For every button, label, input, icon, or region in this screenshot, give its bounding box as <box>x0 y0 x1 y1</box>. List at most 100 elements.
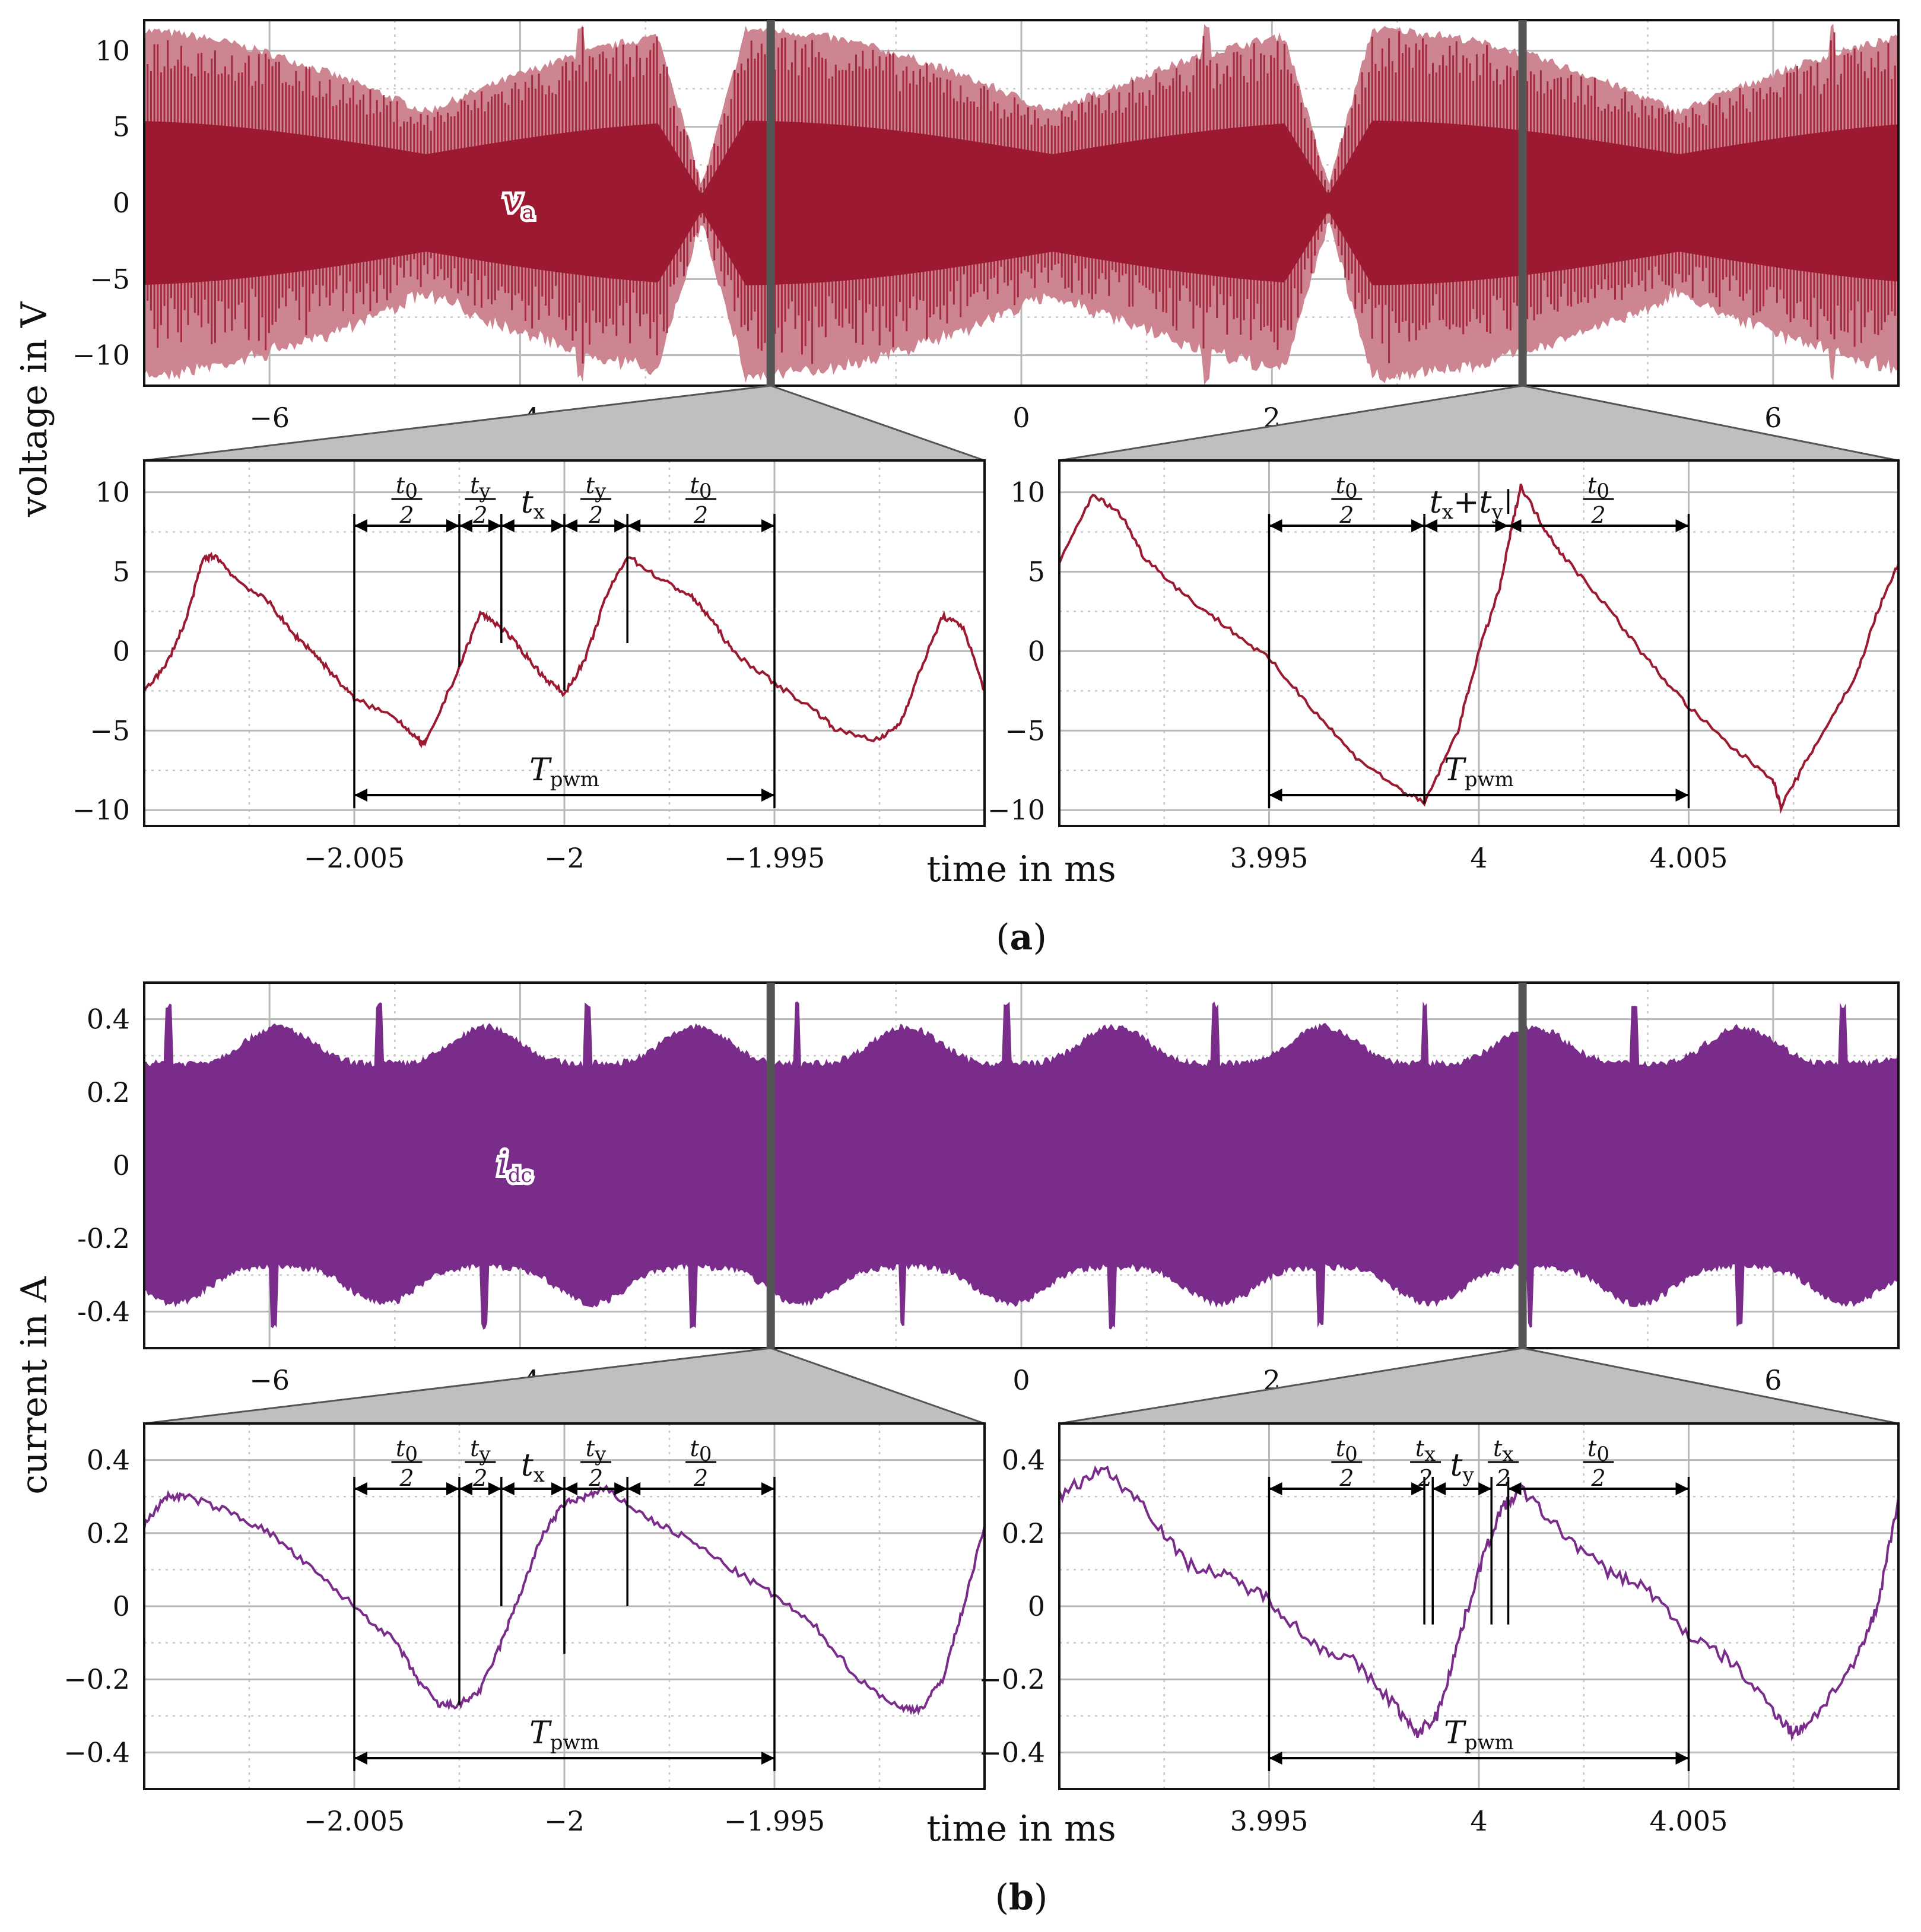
fraction-denominator: 2 <box>1590 1465 1605 1491</box>
x-tick-label: 6 <box>1764 1364 1782 1396</box>
fraction-denominator: 2 <box>399 1465 414 1491</box>
ty-label: ty <box>1450 1448 1475 1487</box>
tpwm-label: Tpwm <box>529 752 599 792</box>
x-tick-label: 3.995 <box>1230 1805 1309 1837</box>
y-tick-label: 0.4 <box>87 1444 130 1476</box>
y-tick-label: -0.2 <box>77 1222 130 1254</box>
fraction-numerator: t0 <box>690 472 712 503</box>
current-zoom-right-frame <box>1058 1422 1900 1790</box>
y-tick-label: 0.2 <box>87 1076 130 1108</box>
subfigure-label-b: (b) <box>995 1877 1048 1918</box>
x-tick-label: −2.005 <box>304 1805 405 1837</box>
fraction-denominator: 2 <box>1339 1465 1354 1491</box>
current-zoom-left-frame <box>143 1422 986 1790</box>
tx-label: tx <box>521 485 545 524</box>
y-tick-label: −0.4 <box>979 1736 1045 1768</box>
voltage-zoom-connectors <box>144 20 1899 462</box>
fraction-numerator: ty <box>470 1435 491 1466</box>
tx-label: tx <box>521 1448 545 1487</box>
y-tick-label: 0.2 <box>1002 1517 1045 1549</box>
zoom-marker-band <box>766 983 775 1348</box>
y-tick-label: 0 <box>113 1149 130 1181</box>
y-tick-label: −0.4 <box>63 1736 130 1768</box>
fraction-numerator: tx <box>1415 1435 1436 1466</box>
current-zoom-left-ticks: −2.005 −2 −1.995 −0.4 −0.2 0 0.2 0.4 <box>63 1444 825 1837</box>
tpwm-label: Tpwm <box>1444 1715 1514 1755</box>
y-tick-label: 0.2 <box>87 1517 130 1549</box>
y-tick-label: −10 <box>72 339 130 371</box>
x-tick-label: −2 <box>544 842 585 874</box>
current-x-axis-label: time in ms <box>926 1808 1116 1850</box>
fraction-numerator: tx <box>1493 1435 1513 1466</box>
current-overview-panel: −6−4−20246-0.4-0.200.20.4 idc <box>77 981 1900 1396</box>
tpwm-label: Tpwm <box>1444 752 1514 792</box>
voltage-zoom-right-series <box>1059 484 1898 814</box>
fraction-denominator: 2 <box>1495 1465 1510 1491</box>
voltage-zoom-right-frame <box>1058 459 1900 827</box>
y-tick-label: 10 <box>95 34 130 66</box>
x-tick-label: 4.005 <box>1650 842 1728 874</box>
voltage-zoom-left-series <box>144 551 985 749</box>
fraction-denominator: 2 <box>472 1465 487 1491</box>
y-tick-label: 0.4 <box>87 1003 130 1035</box>
tx-plus-ty-label: tx+ty <box>1430 485 1504 524</box>
fraction-numerator: ty <box>470 472 491 503</box>
x-tick-label: 0 <box>1012 1364 1030 1396</box>
x-tick-label: −1.995 <box>724 842 825 874</box>
y-tick-label: 0.4 <box>1002 1444 1045 1476</box>
fraction-numerator: t0 <box>396 1435 418 1466</box>
y-tick-label: 0 <box>113 635 130 667</box>
tpwm-label: Tpwm <box>529 1715 599 1755</box>
y-tick-label: 10 <box>1010 476 1045 509</box>
y-tick-label: −0.2 <box>979 1663 1045 1695</box>
fraction-numerator: t0 <box>396 472 418 503</box>
x-tick-label: 4 <box>1470 842 1487 874</box>
y-tick-label: 0 <box>1028 1590 1045 1622</box>
y-tick-label: −5 <box>90 714 130 746</box>
zoom-marker-band <box>1518 983 1527 1348</box>
y-tick-label: −10 <box>72 794 130 826</box>
fraction-numerator: t0 <box>1336 472 1358 503</box>
y-tick-label: 5 <box>1028 555 1045 587</box>
current-zoom-left-series <box>144 1484 985 1716</box>
x-tick-label: −2.005 <box>304 842 405 874</box>
fraction-denominator: 2 <box>1339 502 1354 528</box>
fraction-denominator: 2 <box>1418 1465 1433 1491</box>
voltage-zoom-left-ticks: −2.005 −2 −1.995 −10 −5 0 5 10 <box>72 476 825 874</box>
y-tick-label: 0 <box>113 187 130 219</box>
fraction-denominator: 2 <box>588 1465 603 1491</box>
fraction-denominator: 2 <box>472 502 487 528</box>
x-tick-label: 4.005 <box>1650 1805 1728 1837</box>
zoom-marker-band <box>1518 20 1527 386</box>
zoom-marker-band <box>766 20 775 386</box>
current-zoom-right-ticks: 3.995 4 4.005 −0.4 −0.2 0 0.2 0.4 <box>979 1444 1728 1837</box>
fraction-numerator: t0 <box>690 1435 712 1466</box>
y-tick-label: 10 <box>95 476 130 509</box>
x-tick-label: −1.995 <box>724 1805 825 1837</box>
y-tick-label: −5 <box>1005 714 1045 746</box>
voltage-x-axis-label: time in ms <box>926 849 1116 890</box>
voltage-overview-frame <box>143 19 1900 387</box>
current-y-axis-label: current in A <box>14 1276 55 1495</box>
y-tick-label: −5 <box>90 263 130 295</box>
fraction-numerator: ty <box>586 1435 607 1466</box>
current-overview-frame <box>143 981 1900 1349</box>
fraction-denominator: 2 <box>588 502 603 528</box>
y-tick-label: 0 <box>113 1590 130 1622</box>
fraction-numerator: t0 <box>1587 1435 1609 1466</box>
y-tick-label: −10 <box>988 794 1045 826</box>
subfigure-label-a: (a) <box>996 917 1047 958</box>
x-tick-label: −2 <box>544 1805 585 1837</box>
x-tick-label: −6 <box>249 402 290 434</box>
voltage-overview-pwm-spikes <box>144 27 1898 364</box>
x-tick-label: 4 <box>1470 1805 1487 1837</box>
fraction-numerator: t0 <box>1587 472 1609 503</box>
